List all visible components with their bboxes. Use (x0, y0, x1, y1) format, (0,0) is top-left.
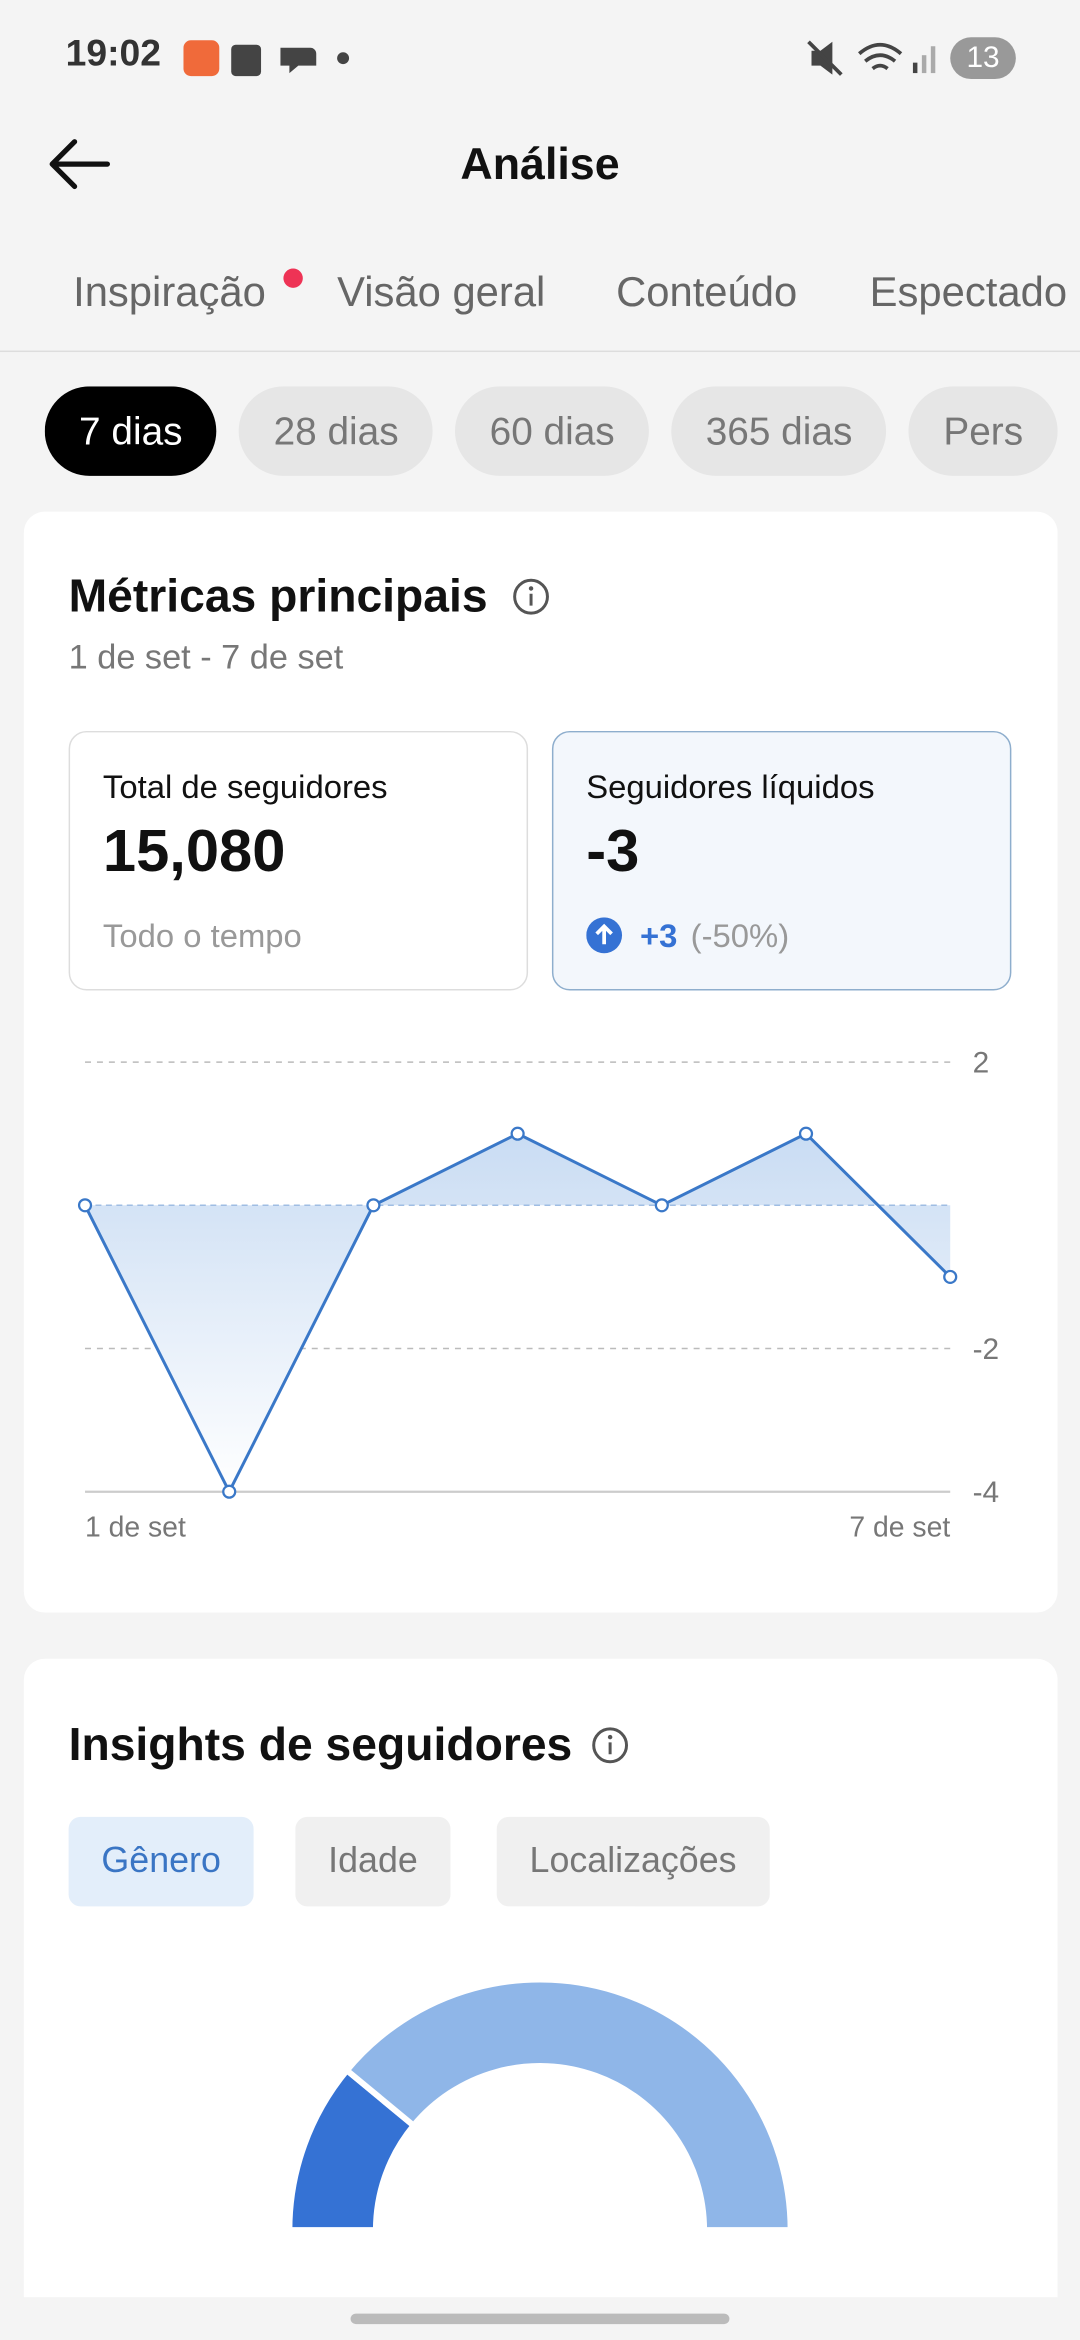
unread-dot (283, 268, 303, 288)
insight-tab[interactable]: Localizações (496, 1816, 770, 1907)
gauge-segment (342, 1976, 794, 2234)
y-tick-label: -2 (973, 1333, 1000, 1366)
section-title: Métricas principais (68, 569, 488, 623)
point (366, 1198, 381, 1213)
point (798, 1126, 814, 1141)
tab[interactable]: Visão geral (337, 268, 546, 315)
metric-label: Total de seguidores (102, 768, 388, 806)
home-indicator[interactable] (350, 2313, 730, 2325)
filter-bar: 7 dias 28 dias 60 dias 365 dias Pers (44, 386, 1058, 478)
filter-pill[interactable]: 28 dias (239, 386, 433, 476)
metric-value: -3 (586, 818, 640, 885)
notification-count: 13 (950, 37, 1016, 80)
insight-tab[interactable]: Gênero (68, 1816, 254, 1907)
section-title: Insights de seguidores (68, 1718, 573, 1771)
metric-label: Seguidores líquidos (586, 768, 875, 806)
area (85, 1133, 951, 1492)
x-tick-label: 7 de set (849, 1511, 950, 1543)
tab[interactable]: Inspiração (73, 268, 266, 315)
back-button[interactable] (45, 134, 114, 194)
info-icon[interactable] (591, 1726, 630, 1765)
metric-note: Todo o tempo (102, 917, 302, 955)
info-icon[interactable] (512, 577, 551, 616)
date-range: 1 de set - 7 de set (68, 636, 344, 676)
page-title: Análise (460, 140, 620, 190)
filter-pill[interactable]: Pers (909, 386, 1058, 476)
metric-card[interactable]: Seguidores líquidos -3 +3 (-50%) (551, 730, 1012, 991)
up-icon (586, 917, 623, 954)
status-icons (183, 40, 350, 77)
clock: 19:02 (65, 32, 162, 75)
metric-change-pct: (-50%) (690, 917, 790, 955)
divider (0, 350, 1080, 353)
filter-pill[interactable]: 365 dias (671, 386, 887, 476)
point (77, 1198, 93, 1213)
insight-tab[interactable]: Idade (295, 1816, 451, 1907)
metric-change: +3 (639, 917, 678, 955)
y-tick-label: -4 (973, 1476, 1000, 1509)
x-tick-label: 1 de set (85, 1511, 186, 1543)
metric-card[interactable]: Total de seguidores 15,080 Todo o tempo (68, 730, 529, 991)
tab[interactable]: Espectado (869, 268, 1068, 315)
gauge-chart (286, 1976, 794, 2234)
line-chart: 2 -2 -4 1 de set 7 de set (77, 1047, 1000, 1543)
metric-value: 15,080 (102, 818, 286, 885)
point (222, 1484, 237, 1499)
system-icons (807, 40, 936, 76)
y-tick-label: 2 (973, 1047, 990, 1080)
point (943, 1269, 958, 1284)
point (654, 1198, 669, 1213)
point (510, 1126, 525, 1141)
filter-pill[interactable]: 7 dias (44, 386, 217, 476)
tab[interactable]: Conteúdo (616, 268, 798, 315)
filter-pill[interactable]: 60 dias (455, 386, 650, 476)
